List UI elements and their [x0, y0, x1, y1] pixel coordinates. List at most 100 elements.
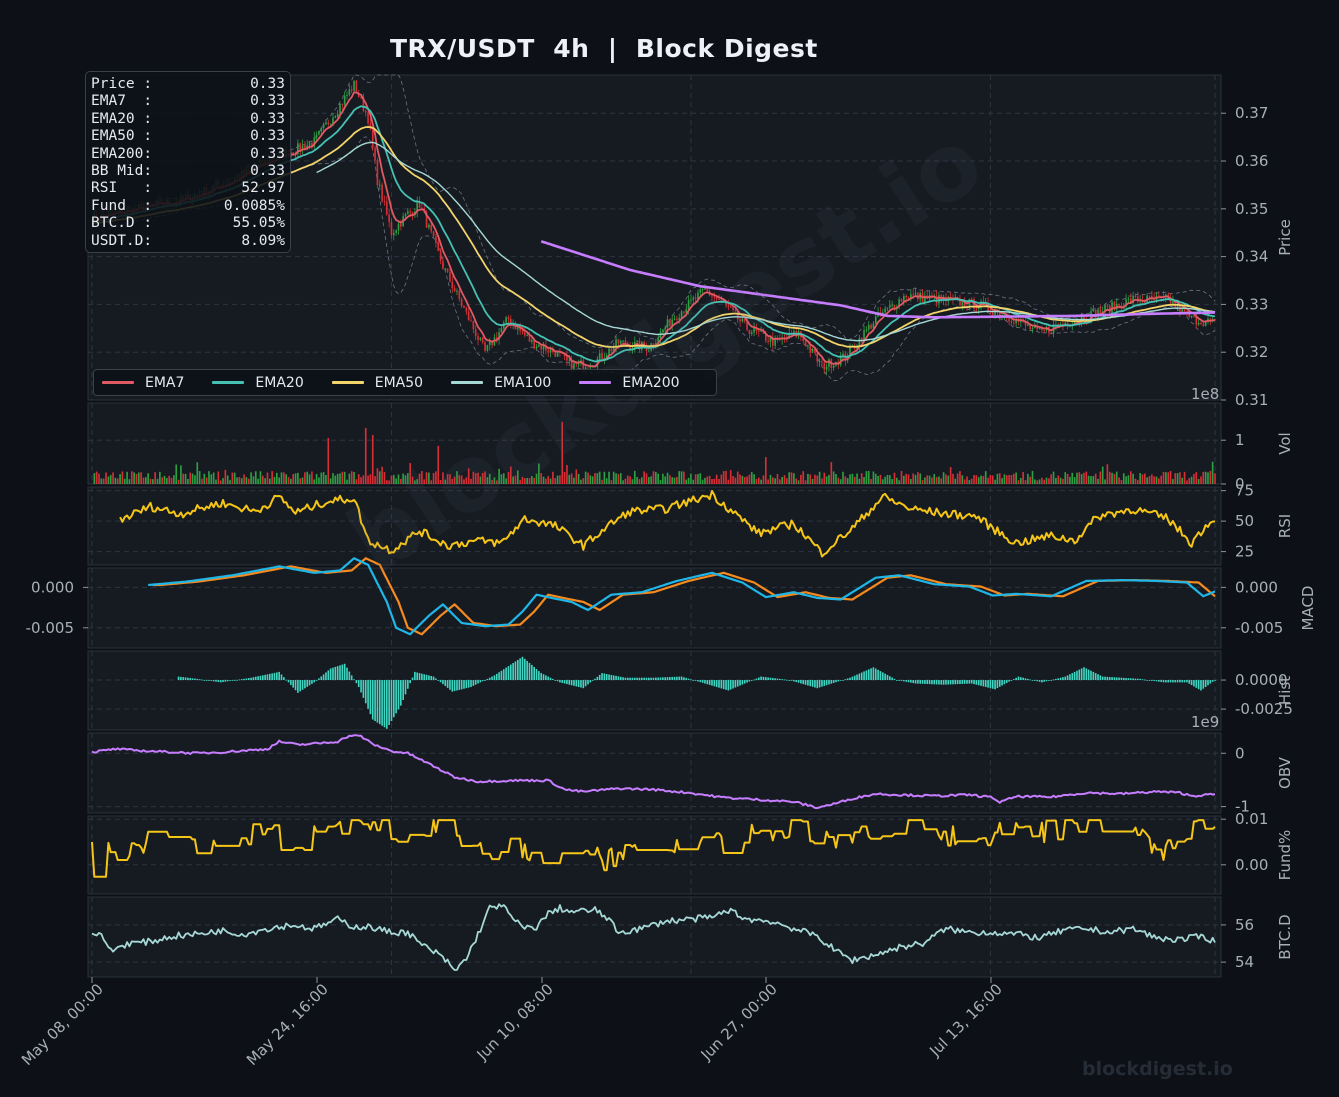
volume-bar [940, 478, 943, 484]
candle-body [725, 302, 727, 306]
volume-bar [804, 480, 807, 484]
volume-bar [1001, 478, 1003, 484]
hist-bar [201, 679, 203, 681]
volume-bar [397, 474, 400, 484]
hist-bar [1045, 680, 1048, 682]
hist-bar [1129, 678, 1132, 681]
candle-body [884, 308, 886, 313]
volume-bar [278, 477, 280, 484]
hist-bar [428, 675, 430, 681]
candle-body [860, 338, 863, 342]
candle-body [1015, 318, 1017, 324]
volume-bar [591, 476, 594, 484]
hist-bar [1050, 680, 1053, 681]
hist-bar [1036, 680, 1039, 682]
volume-bar [566, 465, 568, 484]
volume-bar [1038, 479, 1041, 484]
candle-body [739, 319, 741, 322]
volume-bar [414, 480, 416, 484]
hist-bar [1057, 678, 1060, 681]
hist-bar [587, 680, 589, 685]
volume-bar [161, 477, 164, 484]
volume-bar [451, 478, 454, 484]
candle-body [1073, 321, 1076, 326]
volume-bar [215, 479, 217, 484]
candle-body [821, 361, 823, 363]
hist-bar [397, 680, 400, 710]
hist-bar [191, 678, 194, 681]
volume-bar [428, 472, 430, 484]
volume-bar [1076, 472, 1078, 484]
volume-bar [874, 473, 877, 484]
volume-bar [268, 478, 271, 484]
hist-bar [1193, 680, 1195, 687]
volume-bar [1188, 478, 1191, 484]
hist-bar [329, 668, 332, 681]
candle-body [678, 317, 681, 320]
volume-bar [764, 457, 767, 484]
candle-body [886, 307, 889, 309]
hist-bar [1211, 680, 1214, 682]
hist-bar [917, 680, 919, 684]
volume-bar [725, 470, 727, 484]
volume-bar [881, 479, 884, 484]
hist-bar [568, 680, 571, 685]
volume-bar [423, 479, 426, 484]
candle-body [788, 332, 791, 339]
hist-bar [334, 666, 337, 681]
hist-bar [1155, 680, 1158, 682]
volume-bar [1113, 474, 1116, 484]
hist-bar [846, 678, 849, 681]
hist-bar [891, 677, 893, 681]
hist-bar [247, 678, 250, 681]
hist-bar [942, 680, 945, 685]
candle-body [732, 307, 734, 311]
volume-bar [467, 468, 470, 484]
volume-bar [954, 478, 957, 484]
volume-bar [261, 475, 264, 484]
candle-body [598, 353, 601, 359]
candle-body [963, 300, 966, 307]
volume-bar [453, 476, 456, 484]
hist-bar [938, 680, 940, 685]
hist-bar [1209, 680, 1212, 684]
volume-bar [341, 471, 344, 484]
hist-bar [421, 673, 423, 681]
volume-bar [739, 474, 741, 484]
hist-bar [526, 660, 528, 681]
hist-bar [622, 677, 624, 681]
volume-bar [128, 479, 131, 484]
hist-bar [1003, 680, 1006, 685]
volume-bar [1111, 472, 1113, 484]
panel-rsi [87, 486, 1222, 566]
hist-bar [640, 677, 643, 681]
hist-bar [208, 680, 210, 681]
candle-body [481, 337, 484, 343]
candle-body [474, 329, 477, 337]
volume-bar [998, 473, 1001, 484]
volume-bar [596, 473, 599, 484]
volume-bar [154, 472, 156, 484]
hist-bar [395, 680, 397, 714]
footer-brand: blockdigest.io [1082, 1058, 1233, 1080]
volume-bar [821, 478, 823, 484]
candle-body [425, 212, 428, 228]
hist-bar [718, 680, 720, 688]
candle-body [591, 366, 594, 368]
hist-bar [306, 680, 309, 687]
ema-line-ema100 [316, 141, 1216, 342]
candle-body [383, 200, 386, 202]
hist-bar [276, 672, 278, 681]
hist-bar [1012, 679, 1015, 681]
hist-bar [360, 680, 362, 693]
candle-body [610, 348, 613, 352]
candle-body [757, 330, 760, 332]
hist-bar [594, 678, 596, 681]
hist-bar [180, 676, 182, 681]
volume-bar [287, 477, 290, 484]
hist-bar [1151, 680, 1153, 681]
hist-bar [867, 669, 870, 681]
candle-body [1012, 322, 1015, 324]
candle-body [421, 207, 423, 209]
hist-bar [1172, 680, 1174, 683]
